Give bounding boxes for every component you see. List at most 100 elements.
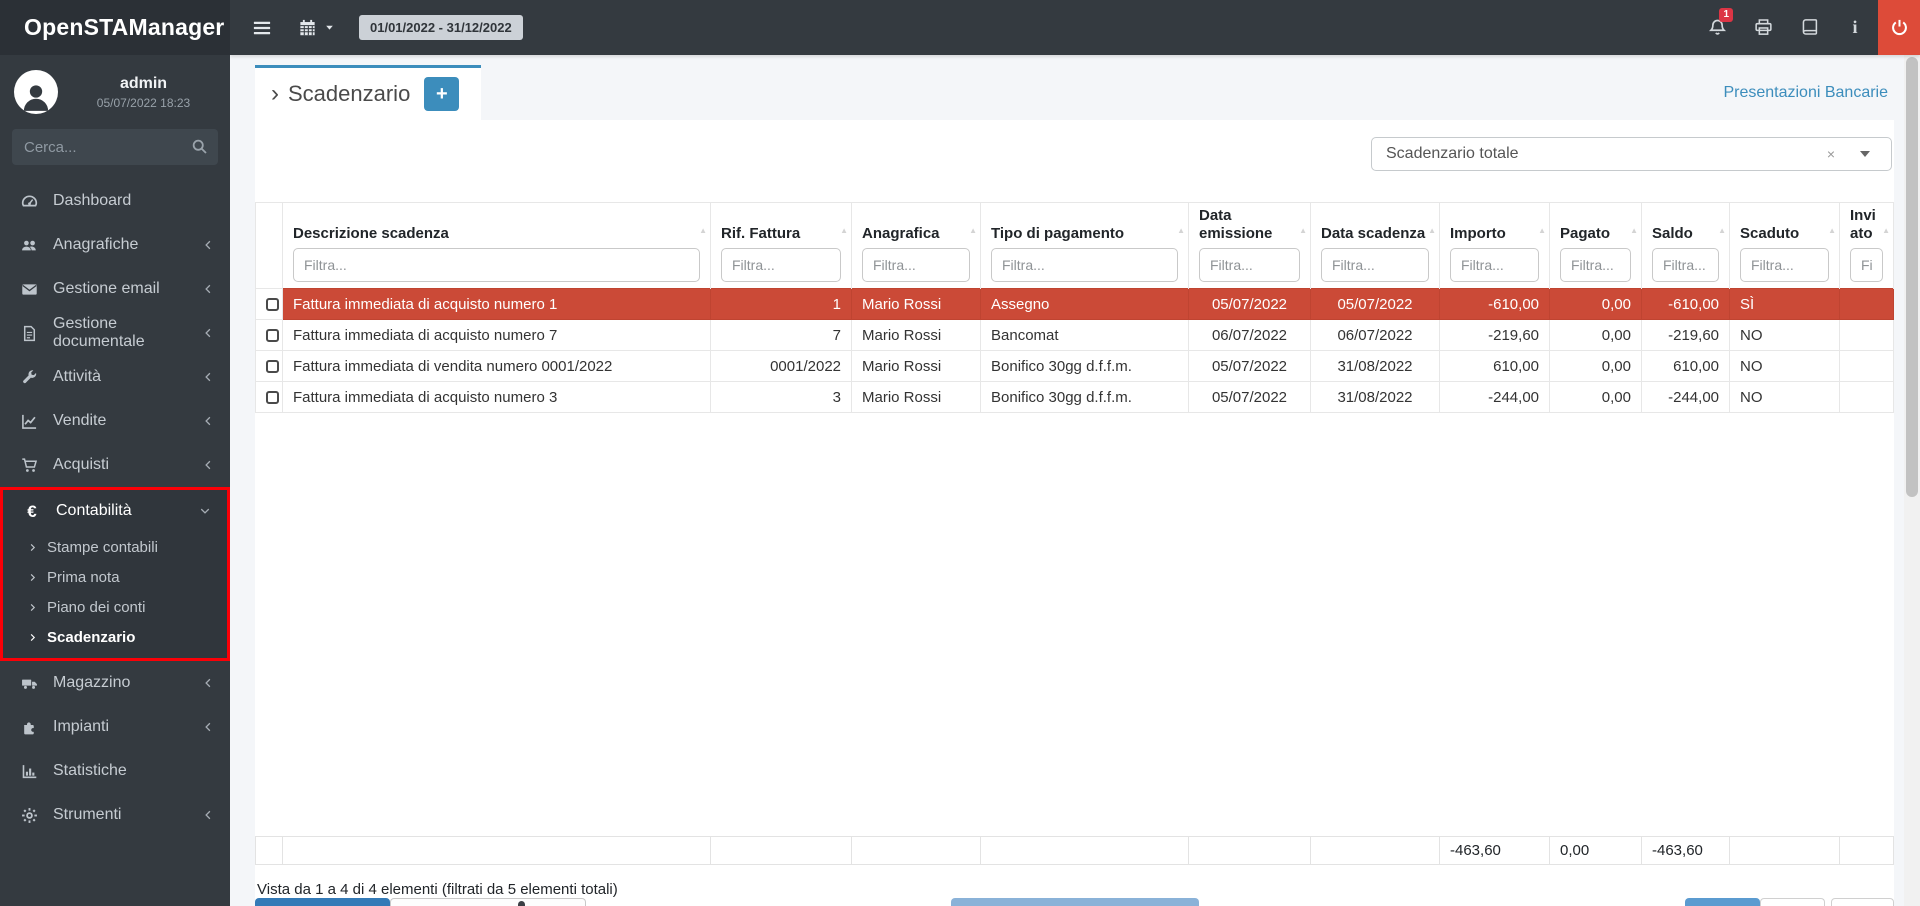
row-checkbox[interactable] [266,328,279,342]
cell-importo: 610,00 [1439,350,1550,382]
print-button[interactable] [1740,0,1786,55]
view-select[interactable]: Scadenzario totale × [1371,137,1892,171]
sidebar-subitem-piano-dei-conti[interactable]: Piano dei conti [3,592,227,622]
sidebar-subitem-prima-nota[interactable]: Prima nota [3,562,227,592]
cell-descrizione: Fattura immediata di acquisto numero 3 [282,381,711,413]
table-row[interactable]: Fattura immediata di acquisto numero 7 7… [255,319,1894,351]
pagination-page-cutoff[interactable] [1760,898,1825,906]
header-data-scadenza[interactable]: Data scadenza ▲ [1310,202,1440,289]
header-saldo[interactable]: Saldo ▲ [1641,202,1730,289]
cell-scaduto: NO [1729,350,1840,382]
total-pagato: 0,00 [1549,836,1642,865]
main-content: › Scadenzario + Presentazioni Bancarie S… [230,55,1920,906]
search-input[interactable] [12,129,218,165]
search-icon [191,138,208,155]
vertical-scrollbar[interactable] [1904,55,1920,906]
info-button[interactable]: i [1832,0,1878,55]
sidebar-item-anagrafiche[interactable]: Anagrafiche [0,223,230,267]
chevron-left-icon [202,283,214,295]
header-inviato[interactable]: Inviato ▲ [1839,202,1894,289]
clear-selection-icon[interactable]: × [1826,146,1835,162]
table-row[interactable]: Fattura immediata di vendita numero 0001… [255,350,1894,382]
notifications-button[interactable]: 1 [1694,0,1740,55]
header-descrizione[interactable]: Descrizione scadenza ▲ [282,202,711,289]
tab-scadenzario[interactable]: › Scadenzario + [255,65,482,120]
filter-input-anagrafica[interactable] [862,248,970,282]
euro-icon: € [27,501,37,521]
row-checkbox[interactable] [266,359,279,373]
header-rif-fattura[interactable]: Rif. Fattura ▲ [710,202,852,289]
table-row[interactable]: Fattura immediata di acquisto numero 1 1… [255,288,1894,320]
cell-descrizione: Fattura immediata di acquisto numero 7 [282,319,711,351]
sidebar-item-statistiche[interactable]: Statistiche [0,749,230,793]
sidebar-subitem-scadenzario[interactable]: Scadenzario [3,622,227,652]
sidebar-item-acquisti[interactable]: Acquisti [0,443,230,487]
header-pagato[interactable]: Pagato ▲ [1549,202,1642,289]
header-importo[interactable]: Importo ▲ [1439,202,1550,289]
cell-anagrafica: Mario Rossi [851,288,981,320]
pagination-next-cutoff[interactable] [1831,898,1894,906]
sidebar-item-strumenti[interactable]: Strumenti [0,793,230,837]
sort-icon: ▲ [969,226,977,235]
filter-input-inviato[interactable] [1850,248,1883,282]
sort-icon: ▲ [1828,226,1836,235]
add-button[interactable]: + [424,77,460,111]
sidebar-item-attivita[interactable]: Attività [0,355,230,399]
period-picker[interactable] [298,18,335,37]
row-checkbox[interactable] [266,390,279,404]
cell-descrizione: Fattura immediata di acquisto numero 1 [282,288,711,320]
sidebar-item-label: Impianti [53,718,110,735]
filter-input-pagato[interactable] [1560,248,1631,282]
chevron-left-icon [202,371,214,383]
app-logo[interactable]: OpenSTAManager [0,0,230,55]
pagination-active-page-cutoff[interactable] [1685,898,1760,906]
filter-input-data-scadenza[interactable] [1321,248,1429,282]
filter-input-rif-fattura[interactable] [721,248,841,282]
sidebar-item-dashboard[interactable]: Dashboard [0,179,230,223]
chevron-left-icon [202,677,214,689]
hamburger-menu-icon[interactable] [252,18,272,38]
wide-action-button-cutoff[interactable] [951,898,1199,906]
sort-icon: ▲ [840,226,848,235]
cell-inviato [1839,288,1894,320]
docs-button[interactable] [1786,0,1832,55]
filter-input-descrizione[interactable] [293,248,700,282]
scrollbar-thumb[interactable] [1906,57,1918,497]
filter-input-importo[interactable] [1450,248,1539,282]
logout-button[interactable] [1878,0,1920,55]
presentazioni-bancarie-link[interactable]: Presentazioni Bancarie [1723,84,1888,101]
filter-input-data-emissione[interactable] [1199,248,1300,282]
cell-inviato [1839,381,1894,413]
sidebar-item-gestione-documentale[interactable]: Gestione documentale [0,311,230,355]
table-row[interactable]: Fattura immediata di acquisto numero 3 3… [255,381,1894,413]
secondary-action-button-cutoff[interactable] [390,898,586,906]
sidebar-item-magazzino[interactable]: Magazzino [0,661,230,705]
filter-input-saldo[interactable] [1652,248,1719,282]
date-range-badge[interactable]: 01/01/2022 - 31/12/2022 [359,15,523,40]
header-tipo-pagamento[interactable]: Tipo di pagamento ▲ [980,202,1189,289]
sidebar-item-contabilita[interactable]: € Contabilità [3,490,227,532]
page-title: › Scadenzario [271,80,410,108]
sidebar-item-impianti[interactable]: Impianti [0,705,230,749]
cell-rif: 7 [710,319,852,351]
avatar[interactable] [14,70,58,114]
sidebar-subitem-stampe-contabili[interactable]: Stampe contabili [3,532,227,562]
chevron-right-icon [27,632,47,643]
sidebar-item-vendite[interactable]: Vendite [0,399,230,443]
header-select-all [255,202,283,289]
filter-input-scaduto[interactable] [1740,248,1829,282]
select-caret-icon[interactable] [1860,151,1870,157]
cell-descrizione: Fattura immediata di vendita numero 0001… [282,350,711,382]
sidebar-item-gestione-email[interactable]: Gestione email [0,267,230,311]
cell-emissione: 05/07/2022 [1188,350,1311,382]
cell-saldo: -610,00 [1641,288,1730,320]
bulk-action-button-cutoff[interactable] [255,898,390,906]
header-scaduto[interactable]: Scaduto ▲ [1729,202,1840,289]
header-data-emissione[interactable]: Data emissione ▲ [1188,202,1311,289]
filter-input-tipo-pagamento[interactable] [991,248,1178,282]
header-anagrafica[interactable]: Anagrafica ▲ [851,202,981,289]
row-checkbox[interactable] [266,297,279,311]
cell-saldo: -244,00 [1641,381,1730,413]
cell-rif: 3 [710,381,852,413]
sidebar-item-label: Gestione email [53,280,160,297]
